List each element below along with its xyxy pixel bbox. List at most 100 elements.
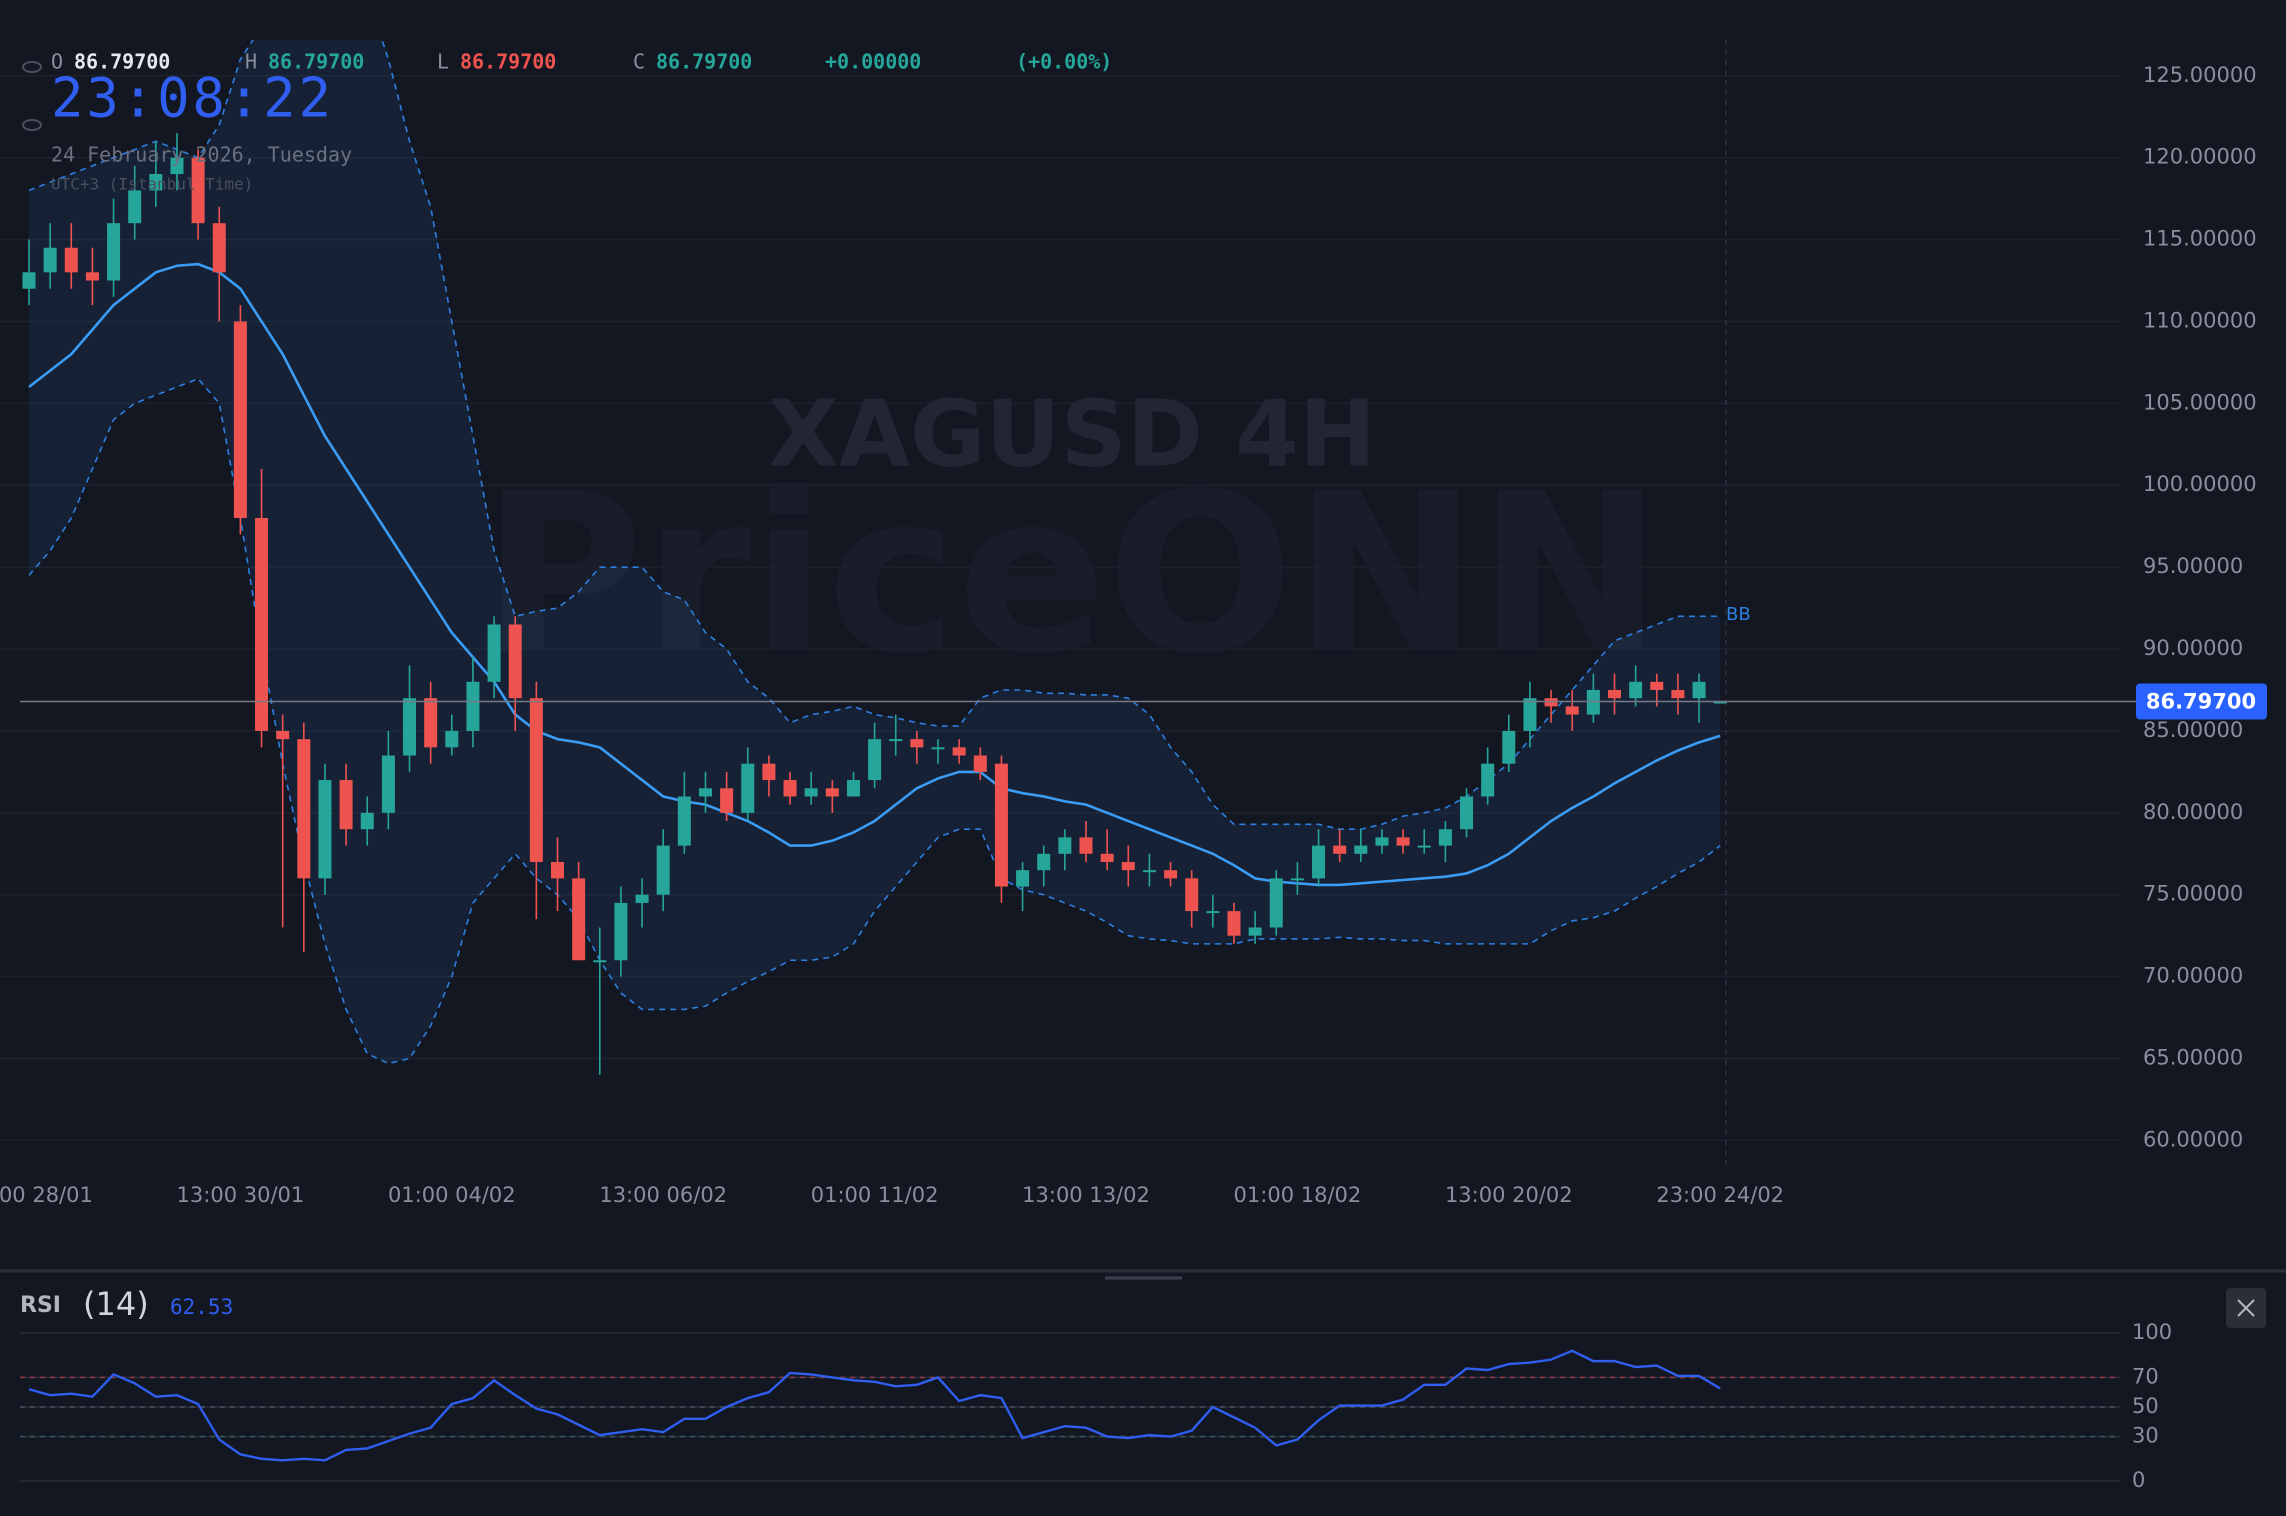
candle-body (1079, 837, 1093, 854)
candle-body (1206, 911, 1220, 914)
ohlc-value: 86.79700 (268, 50, 364, 74)
x-tick-label: 13:00 20/02 (1445, 1183, 1573, 1207)
clock-date: 24 February 2026, Tuesday (51, 143, 352, 167)
candle-body (360, 812, 374, 830)
candle-body (572, 878, 586, 961)
candle-body (1523, 698, 1537, 731)
candle-body (107, 223, 121, 281)
y-tick-label: 80.00000 (2143, 800, 2243, 824)
candle-body (508, 624, 522, 699)
candle-body (1671, 689, 1685, 699)
ohlc-key: C (633, 50, 645, 74)
rsi-period: (14) (83, 1285, 149, 1323)
candle-body (1121, 861, 1135, 871)
candle-body (698, 788, 712, 797)
candle-body (1185, 878, 1199, 912)
watermark-brand: PriceONN (482, 446, 1662, 702)
candle-body (720, 788, 734, 813)
candle-body (1142, 870, 1156, 873)
y-tick-label: 125.00000 (2143, 63, 2257, 87)
band-fill (29, 40, 1721, 1064)
candle-body (1629, 681, 1643, 699)
candle-body (804, 788, 818, 797)
rsi-title: RSI (20, 1293, 61, 1318)
candle-body (1290, 878, 1304, 881)
ohlc-value: 86.79700 (460, 50, 556, 74)
candle-body (466, 681, 480, 731)
rsi-tick-label: 70 (2132, 1364, 2159, 1388)
candle-body (22, 272, 36, 289)
band-lower (28, 377, 1721, 1065)
x-tick-label: 13:00 13/02 (1022, 1183, 1150, 1207)
candle-body (1354, 845, 1368, 854)
candle-body (1312, 845, 1326, 879)
candle-body (170, 157, 184, 175)
candle-body (233, 321, 247, 519)
candle-body (889, 739, 903, 742)
x-tick-label: 23:00 24/02 (1656, 1183, 1784, 1207)
candle-body (551, 861, 564, 879)
candle-body (1692, 681, 1706, 699)
y-tick-label: 120.00000 (2143, 145, 2257, 169)
candle-body (381, 755, 395, 813)
change-value: +0.00000 (825, 50, 921, 74)
y-tick-label: 65.00000 (2143, 1046, 2243, 1070)
candle-body (1164, 870, 1178, 879)
candle-body (1438, 829, 1452, 846)
candle-body (85, 272, 99, 281)
candle-body (529, 698, 543, 862)
y-tick-label: 85.00000 (2143, 718, 2243, 742)
candle-body (1608, 689, 1621, 699)
candle-body (1058, 837, 1072, 854)
y-tick-label: 60.00000 (2143, 1127, 2243, 1151)
candle-body (1016, 870, 1030, 887)
candle-body (64, 247, 78, 273)
y-tick-label: 100.00000 (2143, 472, 2257, 496)
candle-body (276, 730, 290, 740)
clock-timezone: UTC+3 (Istanbul Time) (51, 175, 253, 194)
candle-body (318, 780, 332, 879)
axis-layer: 60.00000 65.00000 70.00000 75.00000 80.00000… (0, 63, 2267, 1207)
rsi-line (28, 1349, 1721, 1462)
candle-body (191, 157, 205, 224)
x-tick-label: 01:00 11/02 (811, 1183, 939, 1207)
candle-body (1037, 853, 1051, 871)
visibility-icon[interactable] (22, 119, 42, 131)
candle-body (1586, 689, 1600, 715)
candle-body (677, 796, 691, 846)
candle-body (128, 190, 142, 224)
candle-body (952, 747, 966, 756)
rsi-pane: 0 30 50 70 100 (20, 1320, 2172, 1492)
ohlc-key: H (245, 50, 257, 74)
candle-body (487, 624, 501, 682)
x-tick-label: 01:00 18/02 (1234, 1183, 1362, 1207)
rsi-current-value: 62.53 (170, 1295, 233, 1319)
candle-body (1481, 763, 1495, 797)
candle-body (149, 174, 163, 191)
candle-body (1565, 706, 1579, 715)
candle-body (635, 894, 649, 903)
candle-body (1333, 845, 1347, 854)
candle-body (931, 747, 945, 750)
close-pane-button[interactable] (2226, 1288, 2266, 1328)
y-tick-label: 105.00000 (2143, 390, 2257, 414)
grid-layer (0, 75, 2120, 1142)
candle-body (593, 960, 607, 963)
band-label: BB (1726, 604, 1751, 625)
watermark-symbol: XAGUSD 4H (768, 380, 1376, 487)
rsi-tick-label: 0 (2132, 1468, 2145, 1492)
candle-body (1248, 927, 1262, 936)
candle-body (825, 788, 839, 797)
close-icon (2237, 1299, 2255, 1317)
ohlc-value: 86.79700 (656, 50, 752, 74)
y-tick-label: 75.00000 (2143, 882, 2243, 906)
candle-body (1417, 845, 1431, 848)
candle-body (1713, 701, 1727, 704)
ohlc-key: O (51, 50, 63, 74)
y-tick-label: 90.00000 (2143, 636, 2243, 660)
candle-body (339, 780, 353, 830)
candle-body (868, 739, 882, 781)
y-tick-label: 95.00000 (2143, 554, 2243, 578)
visibility-icon[interactable] (22, 61, 42, 73)
